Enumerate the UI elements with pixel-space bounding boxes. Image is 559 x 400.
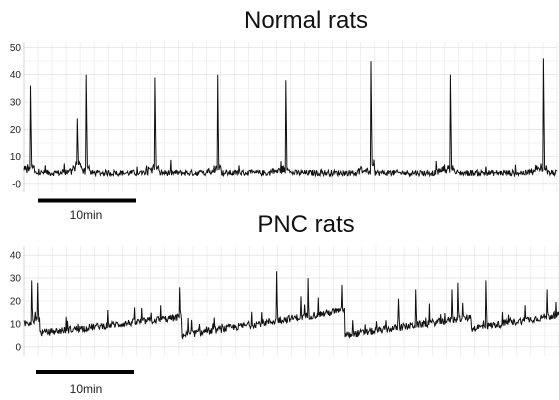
trace-normal [23, 58, 558, 178]
normal-rats-panel: Normal rats 50 40 30 20 10 -0 10min [10, 7, 558, 222]
scale-bar-label: 10min [70, 382, 103, 396]
y-tick-label: 10 [10, 319, 22, 330]
y-tick-label: 20 [10, 125, 22, 136]
y-tick-label: 10 [10, 152, 22, 163]
scale-bar-line [38, 198, 136, 203]
y-axis-pnc: 40 30 20 10 0 [10, 251, 22, 354]
scale-bar-line [36, 370, 134, 374]
gridlines-pnc [23, 246, 559, 356]
y-tick-label: -0 [12, 179, 21, 190]
pnc-rats-panel: PNC rats 40 30 20 10 0 10min [10, 211, 559, 396]
y-tick-label: 40 [10, 251, 22, 262]
y-tick-label: 50 [10, 43, 22, 54]
y-axis-normal: 50 40 30 20 10 -0 [10, 43, 22, 190]
trace-pnc [23, 271, 559, 340]
y-tick-label: 30 [10, 274, 22, 285]
chart-title-normal: Normal rats [244, 7, 368, 34]
y-tick-label: 30 [10, 98, 22, 109]
y-tick-label: 20 [10, 297, 22, 308]
y-tick-label: 40 [10, 70, 22, 81]
chart-title-pnc: PNC rats [257, 211, 354, 238]
scale-bar-label: 10min [70, 208, 103, 222]
scale-bar-normal: 10min [38, 198, 136, 222]
y-tick-label: 0 [15, 342, 21, 353]
scale-bar-pnc: 10min [36, 370, 134, 396]
